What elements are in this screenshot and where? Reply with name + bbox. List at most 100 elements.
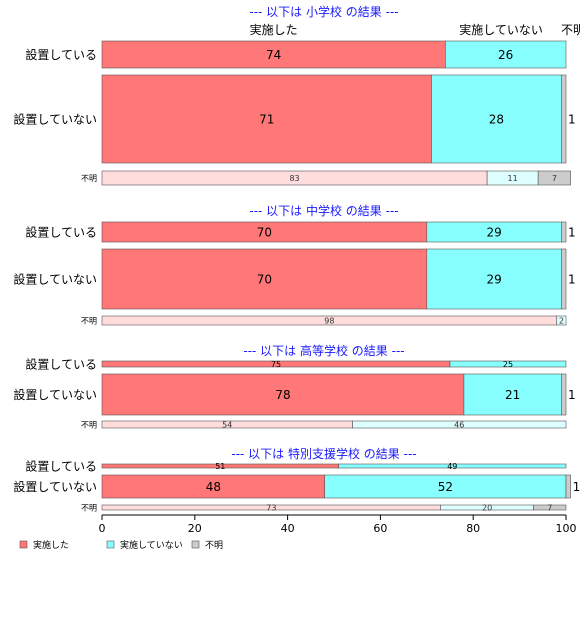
legend: 実施した 実施していない 不明 (19, 539, 223, 551)
row-label: 不明 (81, 317, 97, 326)
legend-swatch (19, 540, 28, 549)
data-label: 21 (505, 388, 520, 402)
data-label: 7 (547, 504, 552, 513)
bar-segment (561, 248, 567, 310)
legend-item: 実施していない (106, 539, 183, 551)
data-label: 25 (503, 360, 513, 369)
row-label: 不明 (81, 421, 97, 430)
data-label: 78 (275, 388, 290, 402)
x-tick-label: 80 (466, 522, 480, 535)
row-label: 設置している (25, 225, 97, 240)
bar-segment (463, 373, 562, 416)
column-headers: 実施した 実施していない 不明 (250, 22, 580, 37)
bar-row: 設置している 51 49 (25, 459, 567, 474)
legend-swatch (106, 540, 115, 549)
data-label: 1 (573, 480, 580, 494)
bar-row: 不明 83 11 7 (81, 170, 571, 186)
data-label: 70 (257, 273, 272, 287)
data-label: 51 (215, 462, 225, 471)
data-label: 1 (568, 113, 576, 127)
bar-row: 設置していない 48 52 1 (13, 474, 580, 499)
row-label: 設置していない (13, 387, 97, 402)
x-tick-label: 60 (373, 522, 387, 535)
row-label: 設置していない (13, 479, 97, 494)
data-label: 83 (289, 174, 299, 183)
row-label: 不明 (81, 174, 97, 183)
legend-label: 実施した (33, 539, 69, 551)
column-header-not-done: 実施していない (459, 22, 543, 37)
row-label: 設置していない (13, 112, 97, 127)
legend-label: 実施していない (120, 539, 183, 551)
bar-segment (101, 248, 428, 310)
panel-title: --- 以下は 小学校 の結果 --- (249, 4, 398, 19)
x-tick-label: 0 (99, 522, 106, 535)
chart-panel-4: --- 以下は 特別支援学校 の結果 --- 設置している 51 49 設置していない 4… (13, 446, 580, 513)
x-tick-label: 40 (281, 522, 295, 535)
data-label: 46 (454, 421, 464, 430)
data-label: 26 (498, 48, 513, 62)
bar-segment (537, 170, 571, 186)
data-label: 28 (489, 113, 504, 127)
data-label: 7 (552, 174, 557, 183)
legend-item: 実施した (19, 539, 69, 551)
data-label: 49 (447, 462, 457, 471)
data-label: 98 (324, 317, 334, 326)
data-label: 48 (206, 480, 221, 494)
bar-row: 設置していない 70 29 1 (13, 248, 576, 310)
data-label: 52 (438, 480, 453, 494)
x-tick-label: 100 (556, 522, 577, 535)
bar-segment (338, 463, 567, 469)
bar-row: 設置している 70 29 1 (25, 221, 576, 243)
x-axis: 0 20 40 60 80 100 (99, 514, 577, 535)
legend-item: 不明 (191, 540, 223, 551)
bar-segment (431, 74, 562, 164)
data-label: 70 (257, 226, 272, 240)
data-label: 1 (568, 388, 576, 402)
bar-segment (101, 373, 465, 416)
panel-title: --- 以下は 特別支援学校 の結果 --- (231, 446, 416, 461)
bar-segment (561, 221, 567, 243)
bar-segment (101, 74, 432, 164)
data-label: 71 (259, 113, 274, 127)
data-label: 29 (486, 273, 501, 287)
chart-panel-3: --- 以下は 高等学校 の結果 --- 設置している 75 25 設置していない 78 2… (13, 343, 575, 430)
data-label: 73 (266, 504, 276, 513)
data-label: 29 (486, 226, 501, 240)
data-label: 54 (222, 421, 232, 430)
bar-segment (449, 360, 567, 368)
panel-title: --- 以下は 中学校 の結果 --- (249, 203, 398, 218)
bar-segment (533, 504, 567, 511)
row-label: 不明 (81, 504, 97, 513)
bar-row: 設置していない 71 28 1 (13, 74, 576, 164)
bar-row: 設置している 75 25 (25, 357, 567, 372)
bar-segment (556, 315, 567, 326)
panel-title: --- 以下は 高等学校 の結果 --- (243, 343, 404, 358)
row-label: 設置していない (13, 272, 97, 287)
bar-segment (561, 74, 567, 164)
bar-row: 不明 98 2 (81, 315, 567, 326)
legend-label: 不明 (205, 540, 223, 551)
data-label: 11 (508, 174, 518, 183)
bar-row: 設置していない 78 21 1 (13, 373, 576, 416)
bar-segment (101, 40, 446, 69)
bar-segment (426, 248, 562, 310)
row-label: 設置している (25, 357, 97, 372)
legend-swatch (191, 540, 200, 549)
x-tick-label: 20 (188, 522, 202, 535)
bar-segment (445, 40, 567, 69)
bar-segment (352, 420, 567, 429)
row-label: 設置している (25, 47, 97, 62)
bar-row: 設置している 74 26 (25, 40, 567, 69)
data-label: 2 (559, 317, 564, 326)
data-label: 74 (266, 48, 281, 62)
bar-segment (561, 373, 567, 416)
chart-panel-2: --- 以下は 中学校 の結果 --- 設置している 70 29 1 設置していない 70 2… (13, 203, 575, 326)
column-header-done: 実施した (250, 22, 298, 37)
row-label: 設置している (25, 459, 97, 474)
bar-row: 不明 73 20 7 (81, 504, 567, 513)
data-label: 1 (568, 273, 576, 287)
bar-row: 不明 54 46 (81, 420, 567, 430)
bar-segment (565, 474, 571, 499)
